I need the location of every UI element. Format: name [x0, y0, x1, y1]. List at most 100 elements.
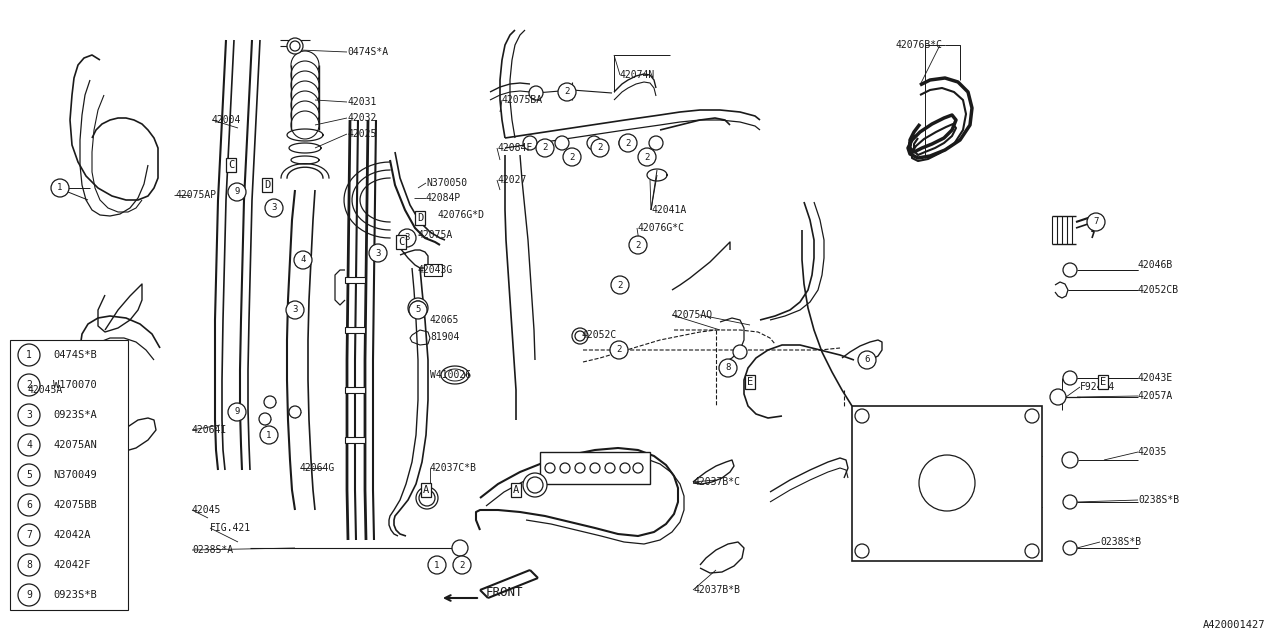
Text: 5: 5	[415, 305, 421, 314]
Circle shape	[545, 463, 556, 473]
Text: 3: 3	[271, 204, 276, 212]
Circle shape	[419, 490, 435, 506]
Text: E: E	[1100, 377, 1106, 387]
Circle shape	[620, 134, 637, 152]
Bar	[346, 327, 365, 333]
Text: 0923S*B: 0923S*B	[52, 590, 97, 600]
Text: 9: 9	[26, 590, 32, 600]
Text: 0238S*B: 0238S*B	[1100, 537, 1142, 547]
Text: 42042F: 42042F	[52, 560, 91, 570]
Bar	[540, 452, 650, 484]
Text: FIG.421: FIG.421	[210, 523, 251, 533]
Text: 3: 3	[26, 410, 32, 420]
Text: W410026: W410026	[430, 370, 471, 380]
Text: 9: 9	[234, 408, 239, 417]
Circle shape	[637, 148, 657, 166]
Text: 81904: 81904	[430, 332, 460, 342]
Circle shape	[649, 136, 663, 150]
Text: 4: 4	[26, 440, 32, 450]
Circle shape	[369, 244, 387, 262]
Text: 2: 2	[626, 138, 631, 147]
Text: 42064I: 42064I	[192, 425, 228, 435]
Text: 2: 2	[617, 280, 622, 289]
Text: 42076G*D: 42076G*D	[438, 210, 485, 220]
Text: C: C	[398, 237, 404, 247]
Text: N370049: N370049	[52, 470, 97, 480]
Circle shape	[855, 409, 869, 423]
Circle shape	[536, 139, 554, 157]
Circle shape	[620, 136, 634, 150]
Text: 42032: 42032	[347, 113, 376, 123]
Circle shape	[287, 38, 303, 54]
Text: 42042A: 42042A	[52, 530, 91, 540]
Circle shape	[18, 434, 40, 456]
Circle shape	[529, 86, 543, 100]
Text: 1: 1	[434, 561, 440, 570]
Circle shape	[591, 139, 609, 157]
Text: 8: 8	[26, 560, 32, 570]
Bar	[424, 264, 442, 276]
Circle shape	[411, 301, 425, 315]
Circle shape	[561, 463, 570, 473]
Text: D: D	[417, 213, 424, 223]
Text: 9: 9	[234, 188, 239, 196]
Circle shape	[18, 464, 40, 486]
Text: 42075AN: 42075AN	[52, 440, 97, 450]
Circle shape	[51, 179, 69, 197]
Circle shape	[18, 584, 40, 606]
Circle shape	[563, 148, 581, 166]
Text: 42052CB: 42052CB	[1138, 285, 1179, 295]
Text: 42075BB: 42075BB	[52, 500, 97, 510]
Text: 1: 1	[266, 431, 271, 440]
Text: 0474S*B: 0474S*B	[52, 350, 97, 360]
Text: 42037B*B: 42037B*B	[692, 585, 740, 595]
Text: 3: 3	[292, 305, 298, 314]
Bar	[346, 277, 365, 283]
Circle shape	[285, 301, 305, 319]
Text: 42074N: 42074N	[620, 70, 655, 80]
Text: 3: 3	[404, 234, 410, 243]
Circle shape	[1062, 371, 1076, 385]
Text: 0238S*A: 0238S*A	[192, 545, 233, 555]
Circle shape	[260, 426, 278, 444]
Circle shape	[18, 524, 40, 546]
Circle shape	[291, 81, 319, 109]
Circle shape	[452, 540, 468, 556]
Text: F92404: F92404	[1080, 382, 1115, 392]
Circle shape	[1025, 409, 1039, 423]
Text: 42075AP: 42075AP	[177, 190, 218, 200]
Text: D: D	[264, 180, 270, 190]
Text: 42045: 42045	[192, 505, 221, 515]
Text: 42065: 42065	[430, 315, 460, 325]
Circle shape	[1062, 452, 1078, 468]
Circle shape	[1062, 495, 1076, 509]
Circle shape	[408, 298, 428, 318]
Circle shape	[18, 404, 40, 426]
Circle shape	[1062, 263, 1076, 277]
Text: 42052C: 42052C	[581, 330, 616, 340]
Text: 5: 5	[26, 470, 32, 480]
Text: 42035: 42035	[1138, 447, 1167, 457]
Circle shape	[410, 301, 428, 319]
Text: C: C	[228, 160, 234, 170]
Text: 6: 6	[864, 355, 869, 365]
Bar	[852, 406, 1042, 561]
Text: 42045A: 42045A	[28, 385, 63, 395]
Text: 42075A: 42075A	[419, 230, 453, 240]
Circle shape	[18, 554, 40, 576]
Text: 42027: 42027	[497, 175, 526, 185]
Circle shape	[291, 91, 319, 119]
Bar	[10, 340, 128, 610]
Circle shape	[527, 477, 543, 493]
Circle shape	[228, 403, 246, 421]
Text: 0238S*B: 0238S*B	[1138, 495, 1179, 505]
Circle shape	[291, 101, 319, 129]
Text: 2: 2	[543, 143, 548, 152]
Text: 0923S*A: 0923S*A	[52, 410, 97, 420]
Circle shape	[265, 199, 283, 217]
Text: 42037B*C: 42037B*C	[692, 477, 740, 487]
Text: 6: 6	[26, 500, 32, 510]
Text: 42037C*B: 42037C*B	[430, 463, 477, 473]
Circle shape	[919, 455, 975, 511]
Circle shape	[18, 374, 40, 396]
